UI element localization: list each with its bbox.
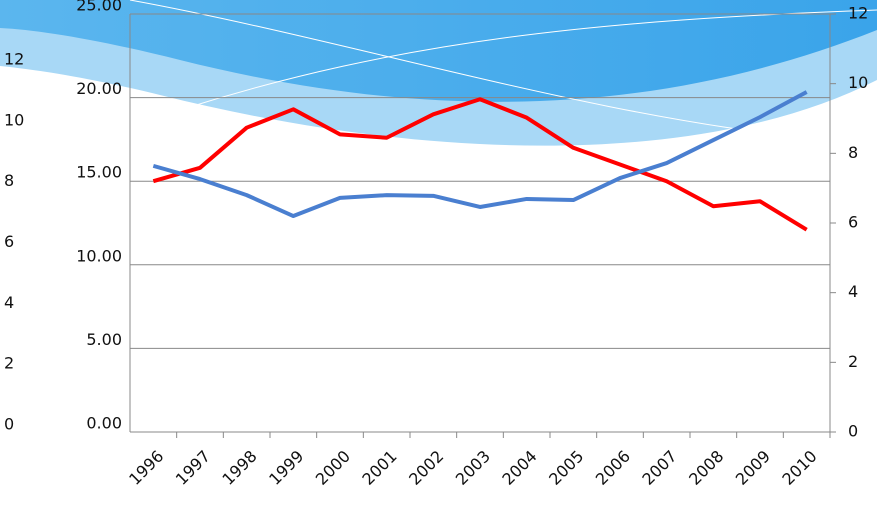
x-tick-label: 1997 (172, 447, 214, 489)
y-tick-label: 10.00 (76, 246, 122, 265)
series-line (152, 97, 808, 232)
y3-tick-label: 12 (4, 50, 24, 69)
x-tick-label: 2005 (545, 447, 587, 489)
y3-tick-label: 2 (4, 354, 14, 373)
x-tick-label: 2010 (778, 447, 820, 489)
y-tick-label: 5.00 (86, 330, 122, 349)
y-tick-label: 20.00 (76, 79, 122, 98)
x-tick-label: 1999 (265, 447, 307, 489)
x-tick-label: 2002 (405, 447, 447, 489)
y3-tick-label: 6 (4, 232, 14, 251)
x-tick-label: 2008 (685, 447, 727, 489)
y3-tick-label: 10 (4, 110, 24, 129)
y-tick-label: 0.00 (86, 414, 122, 433)
y2-tick-label: 8 (848, 143, 858, 162)
x-tick-label: 2003 (452, 447, 494, 489)
series-line (152, 90, 808, 219)
x-tick-label: 2001 (358, 447, 400, 489)
y2-tick-label: 12 (848, 4, 868, 23)
x-tick-label: 1996 (125, 447, 167, 489)
y2-tick-label: 6 (848, 213, 858, 232)
y3-tick-label: 4 (4, 293, 14, 312)
y2-tick-label: 2 (848, 352, 858, 371)
y3-tick-label: 0 (4, 415, 14, 434)
x-tick-label: 2000 (312, 447, 354, 489)
y2-tick-label: 4 (848, 282, 858, 301)
y3-tick-label: 8 (4, 171, 14, 190)
x-tick-label: 1998 (218, 447, 260, 489)
y2-tick-label: 0 (848, 422, 858, 441)
x-tick-label: 2004 (498, 447, 540, 489)
x-tick-label: 2006 (592, 447, 634, 489)
background-swoosh (0, 0, 877, 146)
x-tick-label: 2007 (638, 447, 680, 489)
y-tick-label: 25.00 (76, 0, 122, 15)
x-tick-label: 2009 (732, 447, 774, 489)
y2-tick-label: 10 (848, 73, 868, 92)
y-tick-label: 15.00 (76, 163, 122, 182)
